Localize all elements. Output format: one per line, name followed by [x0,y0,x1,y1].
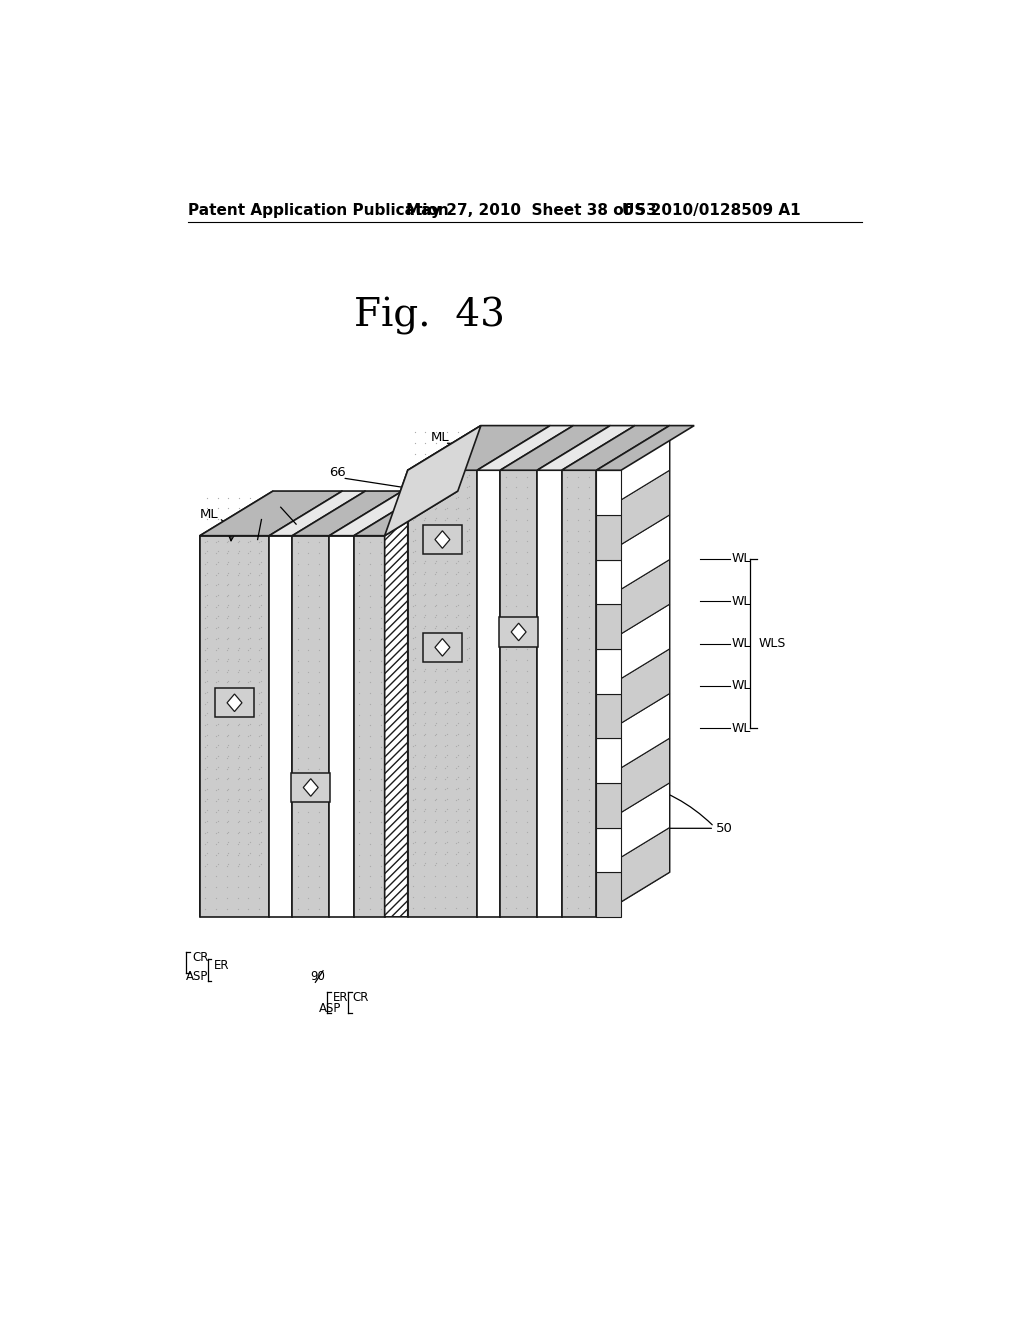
Polygon shape [596,560,621,605]
Polygon shape [500,470,538,917]
Polygon shape [435,531,450,548]
Polygon shape [596,605,670,693]
Text: 66: 66 [330,466,346,479]
Polygon shape [385,491,458,917]
Polygon shape [596,828,621,873]
Polygon shape [269,536,292,917]
Text: WL: WL [731,552,751,565]
FancyBboxPatch shape [215,688,254,718]
Text: CR: CR [193,952,209,964]
Text: CR: CR [352,991,369,1005]
Polygon shape [354,536,385,917]
Polygon shape [385,470,408,917]
Polygon shape [227,694,242,711]
Polygon shape [292,536,330,917]
Text: Fig.  43: Fig. 43 [354,297,505,335]
Polygon shape [354,491,458,536]
Text: 90: 90 [310,970,325,982]
Polygon shape [596,693,621,738]
Polygon shape [596,470,670,560]
Polygon shape [596,425,670,917]
Polygon shape [596,605,621,649]
Text: WL: WL [731,594,751,607]
Text: May 27, 2010  Sheet 38 of 53: May 27, 2010 Sheet 38 of 53 [407,203,657,218]
Polygon shape [269,491,366,536]
Polygon shape [596,649,670,738]
Polygon shape [596,470,621,515]
Text: 50: 50 [716,822,732,834]
Text: WL: WL [731,680,751,693]
Polygon shape [269,491,342,917]
Polygon shape [477,470,500,917]
Polygon shape [511,623,526,640]
Text: WLS: WLS [758,638,785,649]
Polygon shape [596,828,670,917]
Text: Patent Application Publication: Patent Application Publication [188,203,450,218]
Polygon shape [562,425,635,917]
Polygon shape [200,491,342,536]
Text: ER: ER [333,991,348,1005]
Polygon shape [330,491,402,917]
FancyBboxPatch shape [292,774,330,803]
Polygon shape [538,425,635,470]
Polygon shape [408,425,481,917]
Polygon shape [500,425,573,917]
Polygon shape [596,425,694,470]
Polygon shape [200,536,269,917]
Text: WL: WL [731,638,751,649]
Polygon shape [477,425,550,917]
FancyBboxPatch shape [423,632,462,663]
Polygon shape [500,425,610,470]
Polygon shape [596,649,621,693]
Polygon shape [596,738,621,783]
Polygon shape [200,491,273,917]
Text: ML: ML [200,508,218,520]
FancyBboxPatch shape [423,525,462,554]
Polygon shape [477,425,573,470]
Polygon shape [330,536,354,917]
Polygon shape [354,491,427,917]
Polygon shape [596,693,670,783]
Text: ASP: ASP [319,1002,342,1015]
Polygon shape [292,491,366,917]
Polygon shape [292,491,402,536]
Text: WL: WL [731,722,751,735]
Polygon shape [538,425,610,917]
Text: 85: 85 [258,508,274,520]
Polygon shape [435,639,450,656]
Text: ASP: ASP [186,970,208,982]
Polygon shape [562,425,670,470]
Text: ER: ER [214,958,229,972]
Polygon shape [596,873,621,917]
FancyBboxPatch shape [500,618,538,647]
Polygon shape [596,560,670,649]
Polygon shape [596,425,670,515]
Polygon shape [303,779,318,796]
Polygon shape [408,470,477,917]
Polygon shape [596,783,670,873]
Polygon shape [596,515,621,560]
Polygon shape [408,425,550,470]
Polygon shape [596,738,670,828]
Polygon shape [330,491,427,536]
Polygon shape [562,470,596,917]
Polygon shape [596,783,621,828]
Text: 14: 14 [275,495,292,508]
Polygon shape [538,470,562,917]
Polygon shape [385,425,481,536]
Text: ML: ML [431,430,450,444]
Polygon shape [596,515,670,605]
Text: US 2010/0128509 A1: US 2010/0128509 A1 [622,203,801,218]
